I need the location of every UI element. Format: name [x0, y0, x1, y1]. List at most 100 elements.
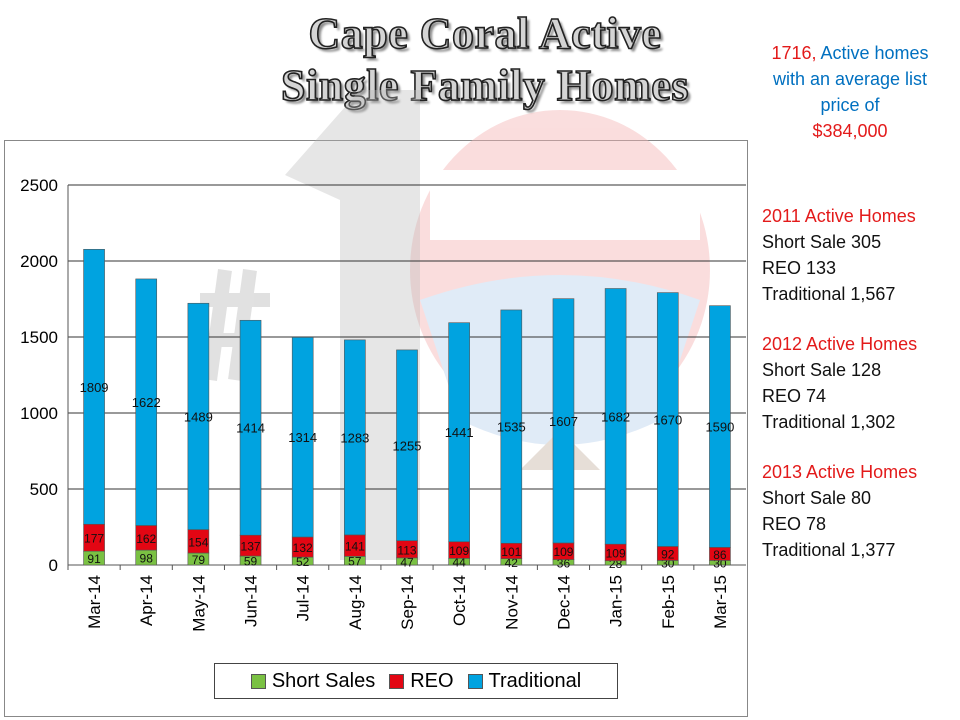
data-label-traditional: 1283 — [340, 430, 369, 445]
bar-traditional — [187, 302, 210, 530]
data-label-reo: 109 — [553, 545, 573, 559]
data-label-reo: 132 — [293, 541, 313, 555]
summary-box: 1716, Active homes with an average list … — [770, 40, 930, 144]
stats-line: REO 133 — [762, 258, 837, 278]
data-label-traditional: 1414 — [236, 421, 265, 436]
average-price: $384,000 — [812, 121, 888, 141]
y-tick-label: 2500 — [20, 176, 58, 195]
legend-label: Traditional — [488, 669, 582, 692]
x-tick-label: Mar-15 — [711, 575, 730, 629]
legend-swatch — [250, 673, 266, 689]
data-label-traditional: 1535 — [497, 420, 526, 435]
x-axis: Mar-14 Apr-14 May-14 Jun-14 Jul-14 Aug-14 Sep-… — [67, 565, 730, 632]
stats-line: Short Sale 128 — [762, 360, 882, 380]
data-label-reo: 177 — [84, 532, 104, 546]
y-tick-label: 1000 — [20, 404, 58, 423]
data-label-traditional: 1590 — [705, 420, 734, 435]
data-label-short-sales: 59 — [244, 555, 258, 569]
number-one-watermark — [190, 90, 420, 560]
x-tick-label: Aug-14 — [346, 575, 365, 630]
stats-heading: 2011 Active Homes — [762, 206, 916, 226]
data-label-reo: 109 — [449, 544, 469, 558]
legend-item-short-sales: Short Sales — [250, 669, 376, 693]
title-line-1: Cape Coral Active — [308, 8, 662, 59]
data-label-traditional: 1607 — [549, 414, 578, 429]
legend-item-traditional: Traditional — [467, 669, 582, 693]
stats-line: Short Sale 305 — [762, 232, 882, 252]
legend-item-reo: REO — [389, 669, 454, 693]
bar-traditional — [448, 322, 470, 543]
x-tick-label: Nov-14 — [502, 575, 521, 630]
data-label-short-sales: 42 — [505, 556, 519, 570]
x-tick-label: Sep-14 — [398, 575, 417, 630]
data-label-traditional: 1255 — [393, 438, 422, 453]
data-label-reo: 154 — [188, 535, 208, 549]
data-label-reo: 109 — [606, 546, 626, 560]
x-tick-label: Apr-14 — [137, 575, 156, 626]
stats-heading: 2013 Active Homes — [762, 462, 918, 482]
bar-traditional — [709, 305, 731, 548]
x-tick-label: Mar-14 — [85, 575, 104, 629]
legend-swatch — [389, 673, 405, 689]
legend-label: REO — [410, 669, 454, 692]
data-label-traditional: 1670 — [653, 413, 682, 428]
bar-traditional — [396, 349, 418, 541]
bar-traditional — [291, 337, 314, 538]
data-label-traditional: 1809 — [80, 380, 109, 395]
data-label-reo: 101 — [501, 545, 521, 559]
title-line-2: Single Family Homes — [280, 60, 689, 111]
bar-traditional — [500, 309, 523, 544]
summary-text: Active homes with an average list price … — [772, 43, 929, 115]
stats-line: REO 78 — [762, 514, 827, 534]
data-label-traditional: 1314 — [288, 430, 317, 445]
bar-traditional — [604, 288, 627, 545]
data-label-short-sales: 79 — [192, 553, 206, 567]
y-tick-label: 500 — [30, 480, 58, 499]
data-label-short-sales: 91 — [87, 552, 101, 566]
data-label-traditional: 1441 — [445, 425, 474, 440]
legend-swatch — [467, 673, 483, 689]
bar-traditional — [83, 248, 105, 525]
x-tick-label: Jul-14 — [294, 575, 313, 621]
stats-line: Traditional 1,567 — [762, 284, 896, 304]
stats-2011: 2011 Active Homes Short Sale 305 REO 133… — [762, 203, 957, 307]
chart-title: Cape Coral Active Single Family Homes — [200, 8, 770, 112]
active-count: 1716, — [771, 43, 817, 63]
bar-traditional — [552, 298, 575, 544]
data-label-traditional: 1489 — [184, 409, 213, 424]
x-tick-label: Feb-15 — [659, 575, 678, 629]
bar-traditional — [656, 292, 679, 547]
data-label-short-sales: 47 — [400, 555, 414, 569]
stats-line: Short Sale 80 — [762, 488, 872, 508]
data-label-reo: 162 — [136, 532, 156, 546]
stats-2012: 2012 Active Homes Short Sale 128 REO 74 … — [762, 331, 957, 435]
data-label-short-sales: 98 — [140, 552, 154, 566]
data-label-short-sales: 52 — [296, 555, 310, 569]
data-label-short-sales: 57 — [348, 555, 362, 569]
y-tick-label: 0 — [49, 556, 58, 575]
bars: 9117718099816216227915414895913714145213… — [80, 248, 734, 571]
x-tick-label: Dec-14 — [554, 575, 573, 630]
data-label-reo: 92 — [661, 547, 675, 561]
bar-traditional — [239, 319, 262, 536]
x-tick-label: Jun-14 — [242, 575, 261, 627]
bar-traditional — [135, 278, 158, 526]
y-tick-label: 1500 — [20, 328, 58, 347]
y-tick-label: 2000 — [20, 252, 58, 271]
data-label-traditional: 1622 — [132, 395, 161, 410]
data-label-reo: 86 — [713, 548, 727, 562]
data-label-reo: 141 — [345, 540, 365, 554]
stats-heading: 2012 Active Homes — [762, 334, 918, 354]
data-label-reo: 113 — [397, 543, 416, 557]
data-label-traditional: 1682 — [601, 409, 630, 424]
x-tick-label: May-14 — [189, 575, 208, 632]
data-label-short-sales: 44 — [452, 556, 466, 570]
stats-line: REO 74 — [762, 386, 827, 406]
x-tick-label: Oct-14 — [450, 575, 469, 626]
legend-label: Short Sales — [271, 669, 376, 692]
legend: Short Sales REO Traditional — [214, 663, 618, 699]
x-tick-label: Jan-15 — [607, 575, 626, 627]
bar-traditional — [344, 339, 366, 536]
y-axis: 0 500 1000 1500 2000 2500 — [20, 176, 69, 575]
